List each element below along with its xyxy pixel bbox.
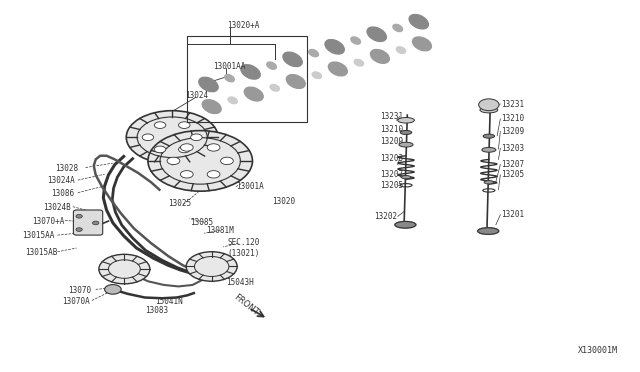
Ellipse shape bbox=[400, 131, 412, 135]
Text: 13209: 13209 bbox=[381, 137, 404, 146]
Ellipse shape bbox=[312, 72, 321, 78]
Ellipse shape bbox=[228, 97, 237, 104]
Circle shape bbox=[180, 144, 193, 151]
Circle shape bbox=[479, 99, 499, 111]
Ellipse shape bbox=[351, 37, 360, 44]
Text: 13015AA: 13015AA bbox=[22, 231, 54, 240]
Ellipse shape bbox=[309, 49, 319, 57]
Ellipse shape bbox=[199, 77, 218, 92]
Text: 13207: 13207 bbox=[381, 170, 404, 179]
Ellipse shape bbox=[202, 100, 221, 113]
Text: 13028: 13028 bbox=[56, 164, 79, 173]
Text: 13001AA: 13001AA bbox=[213, 61, 245, 71]
Text: 13083: 13083 bbox=[145, 306, 168, 315]
Ellipse shape bbox=[283, 52, 302, 67]
Ellipse shape bbox=[395, 221, 416, 228]
Text: 13070+A: 13070+A bbox=[32, 217, 65, 225]
Bar bbox=[188, 36, 307, 122]
Circle shape bbox=[191, 134, 202, 141]
Text: 13024: 13024 bbox=[185, 91, 208, 100]
FancyBboxPatch shape bbox=[74, 210, 102, 235]
Circle shape bbox=[104, 285, 121, 294]
Ellipse shape bbox=[225, 74, 234, 82]
Text: 13024A: 13024A bbox=[47, 176, 75, 185]
Text: 13020+A: 13020+A bbox=[228, 21, 260, 30]
Circle shape bbox=[93, 221, 99, 225]
Text: 13025: 13025 bbox=[168, 199, 191, 208]
Text: 13231: 13231 bbox=[381, 112, 404, 121]
Text: 13201: 13201 bbox=[502, 210, 525, 219]
Text: 15043H: 15043H bbox=[226, 278, 253, 287]
Text: 13070: 13070 bbox=[68, 286, 92, 295]
Ellipse shape bbox=[483, 134, 495, 138]
Circle shape bbox=[148, 131, 252, 191]
Ellipse shape bbox=[244, 87, 263, 101]
Circle shape bbox=[207, 144, 220, 151]
Ellipse shape bbox=[397, 118, 414, 123]
Text: 13205: 13205 bbox=[381, 181, 404, 190]
Ellipse shape bbox=[371, 49, 389, 63]
Circle shape bbox=[221, 157, 234, 164]
Circle shape bbox=[76, 214, 83, 218]
Circle shape bbox=[126, 111, 218, 164]
Ellipse shape bbox=[484, 181, 493, 184]
Ellipse shape bbox=[270, 84, 280, 91]
Circle shape bbox=[154, 146, 166, 153]
Text: 13085: 13085 bbox=[190, 218, 213, 227]
Ellipse shape bbox=[477, 228, 499, 234]
Ellipse shape bbox=[396, 47, 406, 54]
Text: 13203: 13203 bbox=[381, 154, 404, 163]
Circle shape bbox=[179, 122, 190, 128]
Text: 13070A: 13070A bbox=[62, 297, 90, 306]
Text: 13024B: 13024B bbox=[43, 203, 70, 212]
Ellipse shape bbox=[482, 147, 496, 152]
Circle shape bbox=[179, 146, 190, 153]
Circle shape bbox=[99, 254, 150, 284]
Text: 13209: 13209 bbox=[502, 127, 525, 136]
Circle shape bbox=[167, 157, 180, 164]
Text: 13086: 13086 bbox=[51, 189, 74, 198]
Ellipse shape bbox=[354, 60, 364, 66]
Text: FRONT: FRONT bbox=[232, 292, 260, 317]
Ellipse shape bbox=[328, 62, 348, 76]
Ellipse shape bbox=[399, 142, 413, 147]
Text: 13210: 13210 bbox=[502, 114, 525, 123]
Text: 15041N: 15041N bbox=[156, 297, 183, 306]
Ellipse shape bbox=[325, 39, 344, 54]
Ellipse shape bbox=[401, 176, 411, 179]
Text: 13231: 13231 bbox=[502, 100, 525, 109]
Ellipse shape bbox=[367, 27, 387, 41]
Circle shape bbox=[154, 122, 166, 128]
Circle shape bbox=[76, 228, 83, 231]
Text: 13203: 13203 bbox=[502, 144, 525, 153]
Ellipse shape bbox=[413, 37, 431, 51]
Text: 13081M: 13081M bbox=[207, 226, 234, 235]
Ellipse shape bbox=[409, 15, 428, 29]
Circle shape bbox=[207, 171, 220, 178]
Circle shape bbox=[186, 252, 237, 281]
Text: 13202: 13202 bbox=[374, 212, 397, 221]
Circle shape bbox=[142, 134, 154, 141]
Text: 13015AB: 13015AB bbox=[26, 248, 58, 257]
Ellipse shape bbox=[241, 65, 260, 79]
Text: 13207: 13207 bbox=[502, 160, 525, 169]
Circle shape bbox=[180, 171, 193, 178]
Text: 13001A: 13001A bbox=[236, 182, 264, 191]
Text: 13020: 13020 bbox=[272, 197, 295, 206]
Ellipse shape bbox=[393, 25, 403, 32]
Ellipse shape bbox=[267, 62, 276, 69]
Text: 13205: 13205 bbox=[502, 170, 525, 179]
Ellipse shape bbox=[286, 75, 305, 89]
Ellipse shape bbox=[480, 107, 498, 113]
Text: 13210: 13210 bbox=[381, 125, 404, 134]
Text: X130001M: X130001M bbox=[578, 346, 618, 355]
Text: SEC.120
(13021): SEC.120 (13021) bbox=[228, 238, 260, 258]
